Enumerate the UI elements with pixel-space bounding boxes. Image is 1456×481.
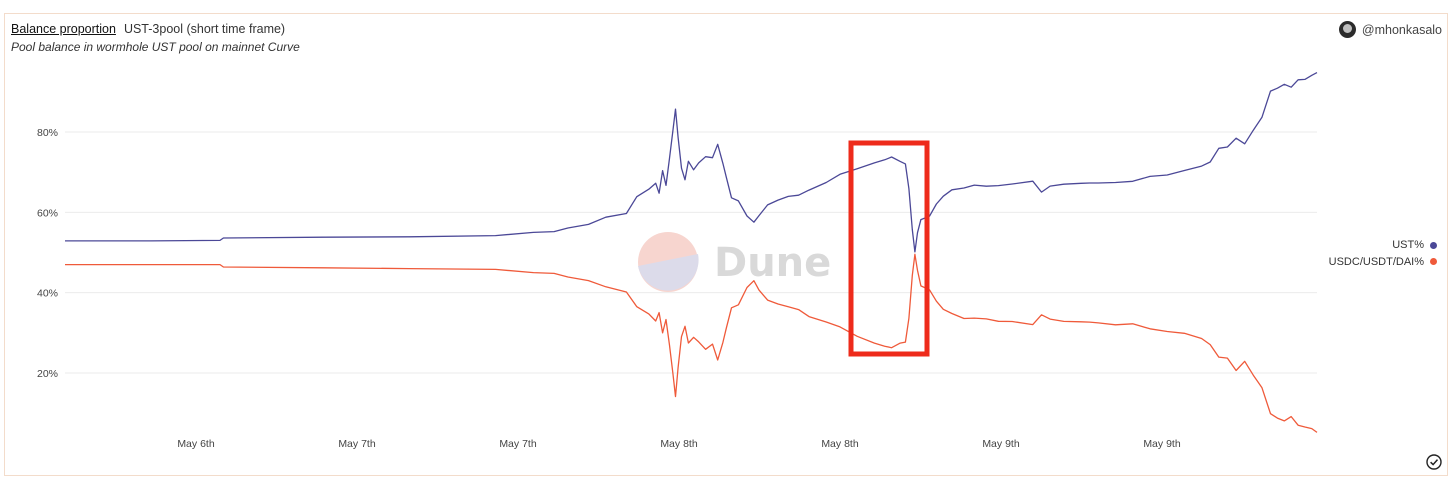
x-tick-label: May 8th bbox=[660, 438, 698, 450]
y-axis-ticks: 20% 40% 60% 80% bbox=[37, 127, 58, 380]
x-tick-label: May 9th bbox=[982, 438, 1020, 450]
x-tick-label: May 9th bbox=[1143, 438, 1181, 450]
legend-label-ust: UST% bbox=[1392, 239, 1424, 251]
legend-dot-ust bbox=[1430, 241, 1437, 249]
legend-label-usdc: USDC/USDT/DAI% bbox=[1328, 255, 1424, 268]
author-name: @mhonkasalo bbox=[1361, 22, 1442, 37]
x-axis-ticks: May 6th May 7th May 7th May 8th May 8th May 9… bbox=[177, 438, 1181, 450]
y-tick-label: 80% bbox=[37, 127, 58, 139]
legend-item-usdc[interactable]: USDC/USDT/DAI% bbox=[1329, 254, 1437, 271]
chart-legend: UST% USDC/USDT/DAI% bbox=[1329, 237, 1437, 270]
x-tick-label: May 6th bbox=[177, 438, 215, 450]
author-link[interactable]: @mhonkasalo bbox=[1338, 21, 1442, 38]
chart-query-name: UST-3pool (short time frame) bbox=[123, 22, 286, 36]
legend-dot-usdc bbox=[1430, 258, 1437, 266]
check-circle-icon[interactable] bbox=[1426, 454, 1442, 470]
chart-title[interactable]: Balance proportion bbox=[11, 22, 116, 36]
dune-watermark: Dune bbox=[638, 232, 831, 292]
avatar bbox=[1338, 21, 1356, 38]
chart-subtitle: Pool balance in wormhole UST pool on mai… bbox=[11, 40, 300, 54]
x-tick-label: May 7th bbox=[499, 438, 537, 450]
series-line-ust bbox=[65, 72, 1318, 253]
x-tick-label: May 8th bbox=[821, 438, 859, 450]
y-tick-label: 20% bbox=[37, 368, 58, 380]
series-lines bbox=[65, 72, 1318, 433]
watermark-text: Dune bbox=[714, 240, 831, 286]
y-tick-label: 40% bbox=[37, 288, 58, 300]
highlight-box bbox=[848, 140, 930, 357]
legend-item-ust[interactable]: UST% bbox=[1329, 237, 1437, 254]
watermark-logo-bottom bbox=[638, 254, 699, 291]
title-row: Balance proportion UST-3pool (short time … bbox=[11, 22, 285, 36]
series-line-usdc bbox=[65, 253, 1318, 433]
chart-card bbox=[4, 13, 1448, 476]
grid-lines bbox=[65, 131, 1317, 374]
x-tick-label: May 7th bbox=[338, 438, 376, 450]
y-tick-label: 60% bbox=[37, 207, 58, 219]
